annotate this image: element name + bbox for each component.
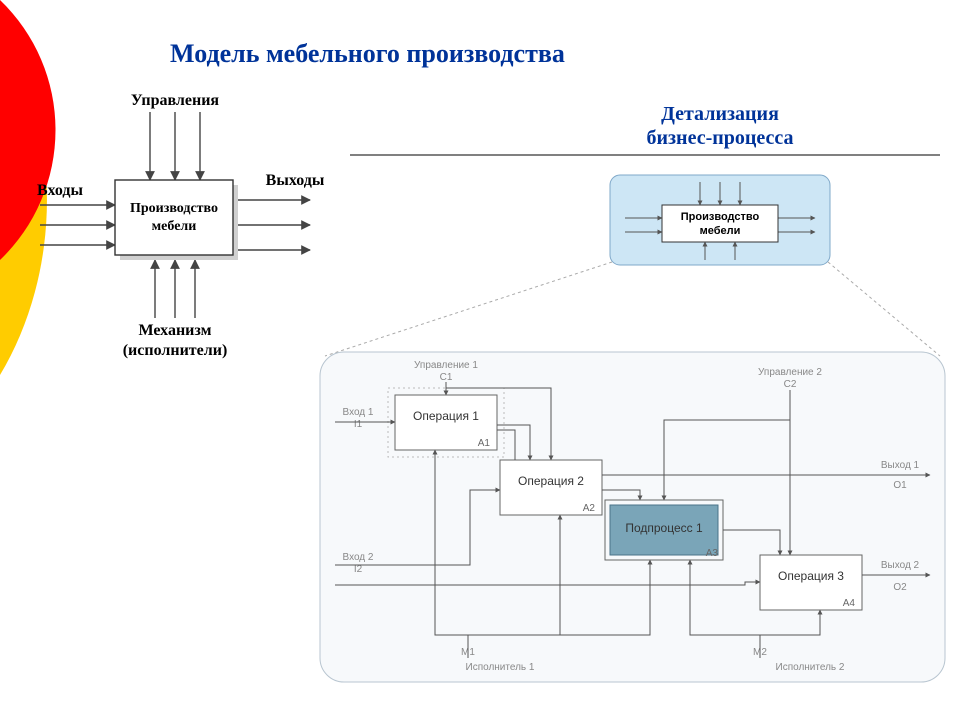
idef0-bottom-label2: (исполнители) [123,342,228,359]
idef0-context: Управления Входы Выходы Механизм (исполн… [37,92,325,359]
out1-code: O1 [893,480,907,491]
op1-label: Операция 1 [413,409,479,423]
op2-code: A2 [583,503,596,514]
in1-code: I1 [354,419,363,430]
expand-line-right [828,262,940,356]
in2-label: Вход 2 [343,552,374,563]
ctrl2-code: C2 [784,379,797,390]
ctrl2-label: Управление 2 [758,367,822,378]
out2-code: O2 [893,582,907,593]
subtitle-line2: бизнес-процесса [646,127,793,149]
page-title: Модель мебельного производства [170,39,565,68]
in1-label: Вход 1 [343,407,374,418]
sub1-code: A3 [706,548,719,559]
context-mini: Производство мебели [610,175,830,265]
ctrl1-code: C1 [440,372,453,383]
sub1-label: Подпроцесс 1 [625,521,703,535]
idef0-box [115,180,233,255]
sub1-group: Подпроцесс 1 A3 [605,500,723,560]
in2-code: I2 [354,564,363,575]
op1-group: Операция 1 A1 [388,388,504,457]
idef0-bottom-label1: Механизм [139,322,212,339]
expand-line-left [325,262,612,356]
op3-code: A4 [843,598,856,609]
op1-code: A1 [478,438,491,449]
mech1-label: Исполнитель 1 [466,662,535,673]
op2-label: Операция 2 [518,474,584,488]
idef0-right-label: Выходы [266,172,325,189]
idef0-box-line1: Производство [130,201,218,216]
idef0-top-label: Управления [131,92,219,109]
idef0-box-line2: мебели [152,219,197,234]
op2-group: Операция 2 A2 [500,460,602,515]
op3-group: Операция 3 A4 [760,555,862,610]
ctrl1-label: Управление 1 [414,360,478,371]
out2-label: Выход 2 [881,560,920,571]
context-mini-line2: мебели [700,225,741,237]
op3-label: Операция 3 [778,569,844,583]
out1-label: Выход 1 [881,460,920,471]
subtitle-line1: Детализация [661,103,779,125]
idef0-left-label: Входы [37,182,83,199]
mech2-label: Исполнитель 2 [776,662,845,673]
context-mini-line1: Производство [681,211,760,223]
accent-red [0,0,56,260]
